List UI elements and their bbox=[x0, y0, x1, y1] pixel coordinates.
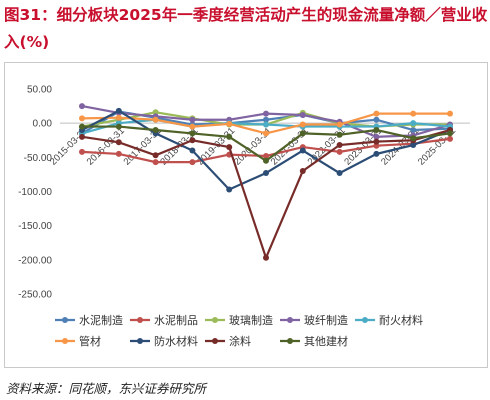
data-point bbox=[152, 109, 159, 116]
data-point bbox=[189, 159, 196, 166]
data-point bbox=[373, 110, 380, 117]
data-point bbox=[189, 116, 196, 123]
data-point bbox=[189, 137, 196, 144]
data-point bbox=[226, 133, 233, 140]
data-point bbox=[299, 130, 306, 137]
data-point bbox=[299, 121, 306, 128]
data-point bbox=[152, 127, 159, 133]
y-tick-label: 50.00 bbox=[27, 85, 52, 96]
data-point bbox=[373, 127, 380, 133]
data-point bbox=[410, 135, 417, 142]
y-tick-label: -100.00 bbox=[18, 187, 52, 198]
data-point bbox=[410, 127, 417, 133]
data-point bbox=[299, 168, 306, 174]
data-point bbox=[336, 170, 343, 177]
data-point bbox=[115, 139, 122, 146]
legend-swatch-marker bbox=[287, 317, 293, 323]
data-point bbox=[152, 116, 159, 123]
data-point bbox=[373, 116, 380, 123]
data-point bbox=[263, 110, 269, 117]
data-point bbox=[263, 170, 269, 177]
legend-label: 涂料 bbox=[229, 334, 251, 348]
y-tick-label: 0.00 bbox=[33, 119, 53, 130]
data-point bbox=[263, 121, 269, 128]
data-point bbox=[373, 150, 380, 157]
legend-swatch-marker bbox=[212, 317, 218, 323]
data-point bbox=[79, 103, 85, 110]
y-tick-label: -50.00 bbox=[24, 153, 53, 164]
data-point bbox=[189, 130, 196, 137]
data-point bbox=[336, 121, 343, 128]
data-point bbox=[189, 147, 196, 154]
legend-label: 水泥制造 bbox=[79, 313, 123, 327]
data-point bbox=[410, 142, 417, 149]
source-note: 资料来源：同花顺，东兴证券研究所 bbox=[6, 381, 207, 396]
y-tick-label: -250.00 bbox=[18, 290, 52, 301]
data-point bbox=[189, 123, 196, 130]
data-point bbox=[115, 114, 122, 121]
data-point bbox=[447, 130, 453, 137]
data-point bbox=[263, 157, 269, 164]
data-point bbox=[263, 254, 269, 261]
data-point bbox=[373, 133, 380, 140]
data-point bbox=[373, 142, 380, 149]
y-tick-label: -200.00 bbox=[18, 255, 52, 266]
data-point bbox=[226, 144, 233, 151]
data-point bbox=[336, 131, 343, 138]
data-point bbox=[410, 120, 417, 127]
legend-label: 玻纤制造 bbox=[304, 313, 348, 327]
data-point bbox=[447, 135, 453, 142]
legend-label: 水泥制品 bbox=[154, 314, 198, 327]
data-point bbox=[410, 110, 417, 117]
data-point bbox=[152, 159, 159, 166]
legend-swatch-marker bbox=[287, 338, 293, 344]
legend-label: 耐火材料 bbox=[379, 313, 423, 327]
legend-swatch-marker bbox=[62, 338, 68, 344]
line-chart: 50.00 0.00 -50.00 -100.00 -150.00 -200.00 -250… bbox=[18, 85, 470, 348]
series-group bbox=[79, 103, 453, 261]
data-point bbox=[115, 107, 122, 114]
y-tick-label: -150.00 bbox=[18, 221, 52, 232]
data-point bbox=[263, 152, 269, 159]
data-point bbox=[336, 148, 343, 155]
legend-swatch-marker bbox=[212, 338, 218, 344]
legend-swatch-marker bbox=[137, 317, 143, 323]
data-point bbox=[79, 115, 85, 122]
data-point bbox=[263, 130, 269, 137]
legend-swatch-marker bbox=[62, 317, 68, 323]
y-axis: 50.00 0.00 -50.00 -100.00 -150.00 -200.00 -250… bbox=[18, 85, 52, 301]
chart-frame bbox=[4, 62, 488, 368]
legend-label: 其他建材 bbox=[304, 334, 348, 348]
data-point bbox=[115, 123, 122, 130]
data-point bbox=[336, 142, 343, 149]
data-point bbox=[299, 111, 306, 118]
data-point bbox=[299, 147, 306, 154]
data-point bbox=[79, 133, 85, 140]
legend-swatch-marker bbox=[362, 317, 368, 323]
legend-label: 玻璃制造 bbox=[229, 313, 273, 327]
data-point bbox=[79, 123, 85, 130]
legend-label: 管材 bbox=[79, 334, 101, 348]
data-point bbox=[447, 110, 453, 117]
figure-title: 图31：细分板块2025年一季度经营活动产生的现金流量净额／营业收入(%) bbox=[4, 6, 488, 51]
data-point bbox=[115, 150, 122, 157]
legend-label: 防水材料 bbox=[154, 334, 198, 348]
data-point bbox=[79, 148, 85, 155]
data-point bbox=[226, 186, 233, 193]
data-point bbox=[226, 120, 233, 127]
data-point bbox=[373, 138, 380, 145]
legend-swatch-marker bbox=[137, 338, 143, 344]
data-point bbox=[263, 116, 269, 123]
x-axis: 2015-03-312016-03-312017-03-312018-03-31… bbox=[48, 122, 470, 168]
data-point bbox=[152, 152, 159, 159]
